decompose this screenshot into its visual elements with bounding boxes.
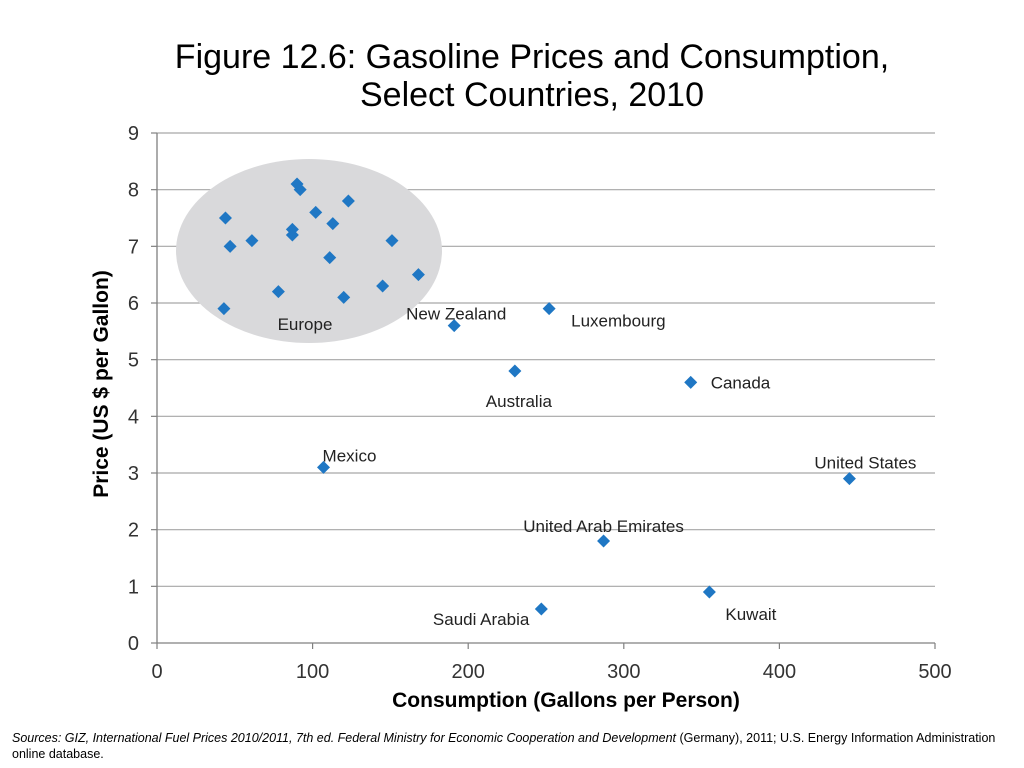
- data-point-kuwait: [702, 585, 716, 599]
- y-tick-label: 3: [128, 463, 139, 485]
- x-tick-label: 0: [151, 661, 162, 683]
- footnote-sources-plain: (Germany), 2011; U.S. Energy Information…: [12, 731, 996, 761]
- data-point-new-zealand: [447, 319, 461, 333]
- axes: [151, 132, 936, 649]
- data-point-europe: [341, 194, 355, 208]
- point-label: New Zealand: [406, 305, 506, 324]
- figure-title: Figure 12.6: Gasoline Prices and Consump…: [0, 38, 1024, 114]
- tick-labels: 0 1 2 3 4 5 6 7 8 9 0 100 200 300 400 500: [128, 123, 952, 683]
- y-tick-label: 4: [128, 406, 139, 428]
- data-point-united-states: [842, 472, 856, 486]
- data-point-europe: [218, 211, 232, 225]
- y-tick-label: 5: [128, 350, 139, 372]
- point-label: Australia: [486, 392, 553, 411]
- europe-cluster-ellipse: [176, 159, 442, 343]
- europe-highlight: Europe: [176, 159, 442, 343]
- europe-label: Europe: [278, 315, 333, 334]
- sources-footnote: Sources: GIZ, International Fuel Prices …: [12, 730, 1012, 762]
- y-tick-label: 1: [128, 576, 139, 598]
- x-tick-label: 300: [607, 661, 640, 683]
- title-line-1: Figure 12.6: Gasoline Prices and Consump…: [174, 38, 890, 76]
- data-point-luxembourg: [542, 302, 556, 316]
- x-tick-label: 200: [452, 661, 485, 683]
- x-tick-label: 500: [918, 661, 951, 683]
- data-point-europe: [223, 239, 237, 253]
- data-point-europe: [217, 302, 231, 316]
- data-point-europe: [385, 234, 399, 248]
- point-label: Luxembourg: [571, 312, 666, 331]
- title-line-2: Select Countries, 2010: [360, 76, 704, 114]
- data-point-europe: [293, 183, 307, 197]
- data-point-europe: [326, 217, 340, 231]
- point-labels: New Zealand Luxembourg Australia Canada Mexi…: [323, 305, 917, 629]
- x-axis-label: Consumption (Gallons per Person): [392, 689, 740, 712]
- y-tick-label: 9: [128, 123, 139, 145]
- data-point-europe: [411, 268, 425, 282]
- point-label: Mexico: [323, 446, 377, 465]
- y-tick-label: 2: [128, 520, 139, 542]
- data-point-europe: [285, 222, 299, 236]
- data-point-europe: [309, 205, 323, 219]
- point-label: United Arab Emirates: [523, 517, 684, 536]
- data-point-mexico: [316, 460, 330, 474]
- x-tick-label: 400: [763, 661, 796, 683]
- y-tick-label: 6: [128, 293, 139, 315]
- data-point-europe: [376, 279, 390, 293]
- y-tick-label: 8: [128, 180, 139, 202]
- data-point-europe: [245, 234, 259, 248]
- data-point-canada: [684, 375, 698, 389]
- point-label: Kuwait: [725, 605, 776, 624]
- y-tick-label: 0: [128, 633, 139, 655]
- data-point-australia: [508, 364, 522, 378]
- y-axis-label: Price (US $ per Gallon): [90, 270, 113, 498]
- scatter-chart: Europe 0 1 2 3 4 5 6 7 8 9 0 100 200 300 400 500 New Ze…: [90, 123, 952, 712]
- data-point-europe: [323, 251, 337, 265]
- data-point-saudi-arabia: [534, 602, 548, 616]
- data-point-europe: [271, 285, 285, 299]
- data-point-united-arab-emirates: [597, 534, 611, 548]
- point-label: United States: [814, 454, 916, 473]
- data-points: [217, 177, 856, 616]
- x-tick-label: 100: [296, 661, 329, 683]
- point-label: Saudi Arabia: [433, 610, 530, 629]
- data-point-europe: [337, 290, 351, 304]
- point-label: Canada: [711, 373, 771, 392]
- footnote-sources-italic: Sources: GIZ, International Fuel Prices …: [12, 731, 677, 745]
- y-tick-label: 7: [128, 236, 139, 258]
